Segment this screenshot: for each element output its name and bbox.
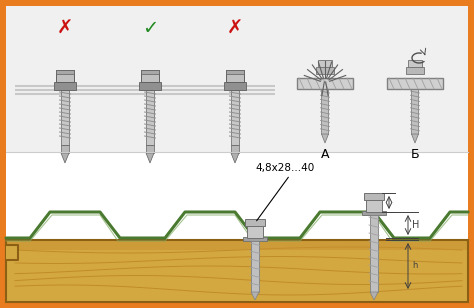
- Bar: [146, 145, 154, 153]
- Polygon shape: [231, 153, 239, 163]
- Bar: [6, 6, 468, 152]
- Bar: [6, 152, 468, 302]
- Bar: [318, 60, 332, 67]
- Bar: [321, 89, 328, 134]
- Bar: [251, 241, 259, 292]
- Bar: [56, 70, 74, 74]
- Bar: [6, 245, 18, 260]
- Bar: [364, 193, 384, 200]
- Bar: [141, 70, 159, 82]
- Bar: [6, 240, 468, 250]
- Bar: [370, 215, 378, 292]
- Bar: [362, 211, 386, 215]
- Bar: [316, 67, 334, 74]
- Bar: [146, 90, 154, 145]
- Text: ✓: ✓: [142, 18, 158, 38]
- Bar: [297, 78, 353, 89]
- Bar: [366, 200, 382, 212]
- Bar: [408, 60, 422, 67]
- Bar: [61, 145, 69, 153]
- Bar: [61, 90, 69, 145]
- Bar: [247, 226, 263, 238]
- Bar: [224, 82, 246, 90]
- Bar: [411, 89, 419, 134]
- Polygon shape: [251, 292, 259, 300]
- Polygon shape: [411, 134, 419, 143]
- Text: ✗: ✗: [57, 18, 73, 38]
- Bar: [141, 70, 159, 74]
- Bar: [6, 240, 468, 302]
- Bar: [226, 70, 244, 82]
- Polygon shape: [61, 153, 69, 163]
- Bar: [243, 237, 267, 241]
- Bar: [139, 82, 161, 90]
- Polygon shape: [321, 134, 328, 143]
- Text: ✗: ✗: [227, 18, 243, 38]
- Bar: [226, 70, 244, 74]
- Bar: [387, 78, 443, 89]
- Text: h: h: [412, 261, 418, 270]
- Bar: [231, 145, 239, 153]
- Polygon shape: [146, 153, 154, 163]
- Text: 4,8x28...40: 4,8x28...40: [255, 163, 315, 173]
- Text: H: H: [412, 220, 419, 230]
- Text: A: A: [321, 148, 329, 161]
- Bar: [406, 67, 424, 74]
- Bar: [245, 219, 265, 226]
- Text: Б: Б: [410, 148, 419, 161]
- Bar: [54, 82, 76, 90]
- Bar: [56, 70, 74, 82]
- Bar: [231, 90, 239, 145]
- Polygon shape: [370, 292, 378, 300]
- Bar: [6, 240, 468, 302]
